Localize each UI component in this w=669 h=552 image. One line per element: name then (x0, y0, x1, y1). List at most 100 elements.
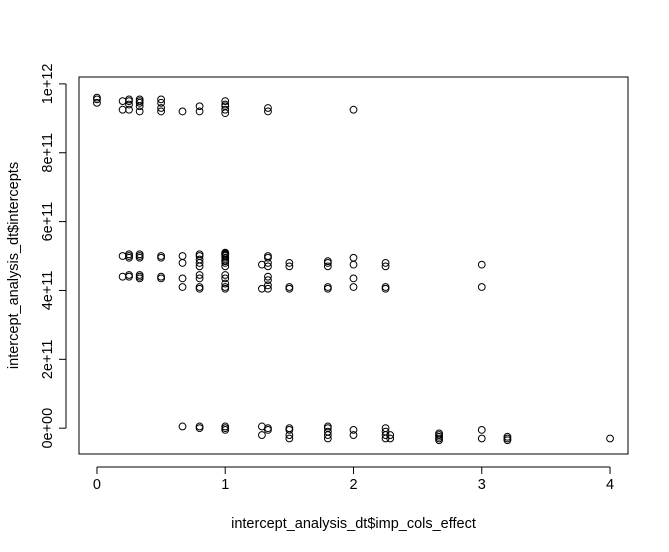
data-point (349, 105, 358, 114)
data-point (125, 100, 133, 109)
data-point (157, 98, 165, 107)
data-point (135, 271, 144, 279)
data-point (195, 250, 204, 259)
data-point (477, 260, 486, 269)
data-point (221, 422, 230, 431)
data-point (606, 434, 614, 443)
y-tick-label: 1e+12 (40, 64, 56, 105)
data-point (323, 427, 332, 436)
y-tick-label: 4e+11 (40, 271, 56, 311)
data-point (178, 422, 187, 431)
data-point (264, 107, 272, 116)
data-point (178, 252, 187, 260)
data-point (477, 425, 486, 434)
data-point (195, 107, 204, 116)
y-tick-label: 2e+11 (40, 339, 56, 379)
data-point (349, 260, 358, 269)
data-point (178, 107, 187, 116)
data-point (93, 93, 101, 102)
data-point (323, 283, 332, 291)
data-point (135, 107, 144, 116)
data-point (125, 250, 133, 259)
data-point (477, 434, 486, 443)
x-axis-title: intercept_analysis_dt$imp_cols_effect (231, 516, 476, 532)
data-point (195, 271, 204, 279)
data-point (157, 104, 165, 112)
data-point (264, 276, 272, 285)
data-point (221, 105, 230, 114)
data-point (349, 283, 358, 291)
data-point (264, 281, 272, 290)
x-tick-label: 1 (221, 477, 229, 493)
data-point (381, 259, 390, 267)
data-point (285, 259, 294, 267)
data-point (349, 253, 358, 262)
y-axis: 0e+00 2e+11 4e+11 6e+11 8e+11 1e+12 (40, 64, 67, 449)
data-point (264, 252, 272, 260)
data-point (178, 283, 187, 291)
plot-frame (78, 76, 629, 455)
data-point (264, 262, 272, 271)
y-tick-label: 6e+11 (40, 202, 56, 242)
data-point (195, 422, 204, 431)
data-point (195, 283, 204, 291)
data-point (135, 250, 144, 259)
data-point (125, 271, 133, 279)
data-point (178, 259, 187, 267)
data-point (264, 104, 272, 112)
data-point (285, 262, 294, 271)
x-tick-label: 4 (606, 477, 614, 493)
data-point (221, 100, 230, 109)
data-point (264, 424, 272, 433)
data-point (349, 431, 358, 439)
x-tick-label: 2 (349, 477, 357, 493)
data-point (381, 424, 390, 433)
data-point (135, 95, 144, 104)
data-point (195, 274, 204, 283)
data-point (477, 283, 486, 291)
data-point (125, 95, 133, 104)
x-tick-label: 3 (478, 477, 486, 493)
data-point (386, 434, 395, 443)
data-point (93, 98, 101, 107)
data-point (221, 248, 230, 257)
y-axis-title: intercept_analysis_dt$intercepts (6, 162, 22, 369)
data-point (157, 272, 165, 281)
data-point (221, 283, 230, 291)
data-point (157, 107, 165, 116)
data-point (221, 97, 230, 106)
data-point (118, 105, 127, 114)
data-point (221, 279, 230, 288)
data-point (195, 255, 204, 264)
data-point (323, 262, 332, 271)
data-point (258, 284, 266, 293)
data-point (125, 105, 133, 114)
data-point (264, 272, 272, 281)
y-tick-label: 0e+00 (40, 408, 56, 449)
data-point (118, 97, 127, 106)
data-point (285, 424, 294, 433)
data-point (264, 284, 272, 293)
data-point (221, 271, 230, 279)
data-point (195, 102, 204, 111)
data-point (381, 283, 390, 291)
x-axis: 0 1 2 3 4 (93, 466, 614, 493)
data-point (178, 274, 187, 283)
data-point (323, 422, 332, 431)
data-point (435, 429, 443, 438)
data-point (386, 431, 395, 439)
data-point (349, 425, 358, 434)
data-point (381, 262, 390, 271)
data-point (157, 95, 165, 104)
data-point (285, 434, 294, 443)
data-point (503, 432, 512, 441)
data-points (93, 93, 614, 445)
data-point (258, 431, 266, 439)
x-tick-label: 0 (93, 477, 101, 493)
data-point (285, 283, 294, 291)
y-tick-label: 8e+11 (40, 133, 56, 173)
data-point (118, 272, 127, 281)
data-point (323, 257, 332, 266)
data-point (157, 252, 165, 260)
